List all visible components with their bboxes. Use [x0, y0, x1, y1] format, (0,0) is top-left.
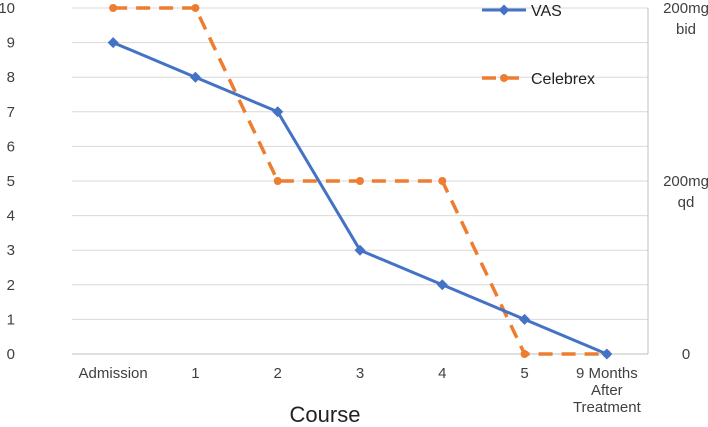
- right-tick-label: qd: [678, 194, 695, 211]
- x-tick-label: 9 Months: [576, 365, 638, 382]
- data-point-vas: [272, 106, 284, 118]
- data-point-vas: [519, 313, 531, 325]
- y-tick-label: 3: [7, 242, 15, 259]
- y-tick-label: 6: [7, 138, 15, 155]
- data-point-celebrex: [438, 177, 447, 185]
- gridlines: [72, 7, 648, 320]
- data-point-vas: [189, 71, 201, 83]
- x-tick-label: 2: [274, 365, 282, 382]
- right-tick-label: 200mg: [663, 0, 708, 17]
- y-tick-label: 1: [7, 311, 15, 328]
- data-point-vas: [436, 279, 448, 291]
- x-tick-label: 5: [520, 365, 528, 382]
- y-tick-label: 2: [7, 277, 15, 294]
- x-tick-label: After: [591, 382, 623, 399]
- legend-marker-celebrex: [500, 74, 508, 82]
- data-point-vas: [601, 348, 613, 360]
- right-tick-label: 0: [682, 346, 690, 363]
- legend-marker-vas: [498, 4, 510, 16]
- x-tick-label: Admission: [79, 365, 148, 382]
- legend: VAS Celebrex: [482, 3, 595, 88]
- y-tick-label: 9: [7, 35, 15, 52]
- y-tick-label: 10: [0, 0, 15, 17]
- right-tick-label: bid: [676, 21, 696, 38]
- x-tick-label: 1: [191, 365, 199, 382]
- data-point-celebrex: [191, 4, 200, 12]
- legend-label-celebrex: Celebrex: [531, 71, 595, 88]
- x-tick-label: 4: [438, 365, 446, 382]
- data-point-celebrex: [273, 177, 282, 185]
- y-tick-label: 8: [7, 69, 15, 86]
- data-point-celebrex: [520, 350, 529, 358]
- data-point-vas: [354, 244, 366, 256]
- x-tick-label: Treatment: [573, 399, 642, 416]
- y-tick-label: 5: [7, 173, 15, 190]
- x-tick-label: 3: [356, 365, 364, 382]
- right-axis-ticks: 200mg bid 200mg qd 0: [663, 0, 708, 363]
- right-tick-label: 200mg: [663, 173, 708, 190]
- x-axis-label: Course: [290, 402, 361, 427]
- series-layer: [107, 4, 613, 360]
- data-point-celebrex: [356, 177, 364, 185]
- y-tick-label: 4: [7, 208, 15, 225]
- data-point-celebrex: [109, 4, 118, 12]
- y-tick-label: 0: [7, 346, 15, 363]
- y-axis-ticks: 0 1 2 3 4 5 6 7 8 9 10: [0, 0, 15, 363]
- legend-label-vas: VAS: [531, 3, 562, 20]
- y-tick-label: 7: [7, 104, 15, 121]
- data-point-vas: [107, 37, 119, 49]
- series-line-vas: [112, 41, 608, 356]
